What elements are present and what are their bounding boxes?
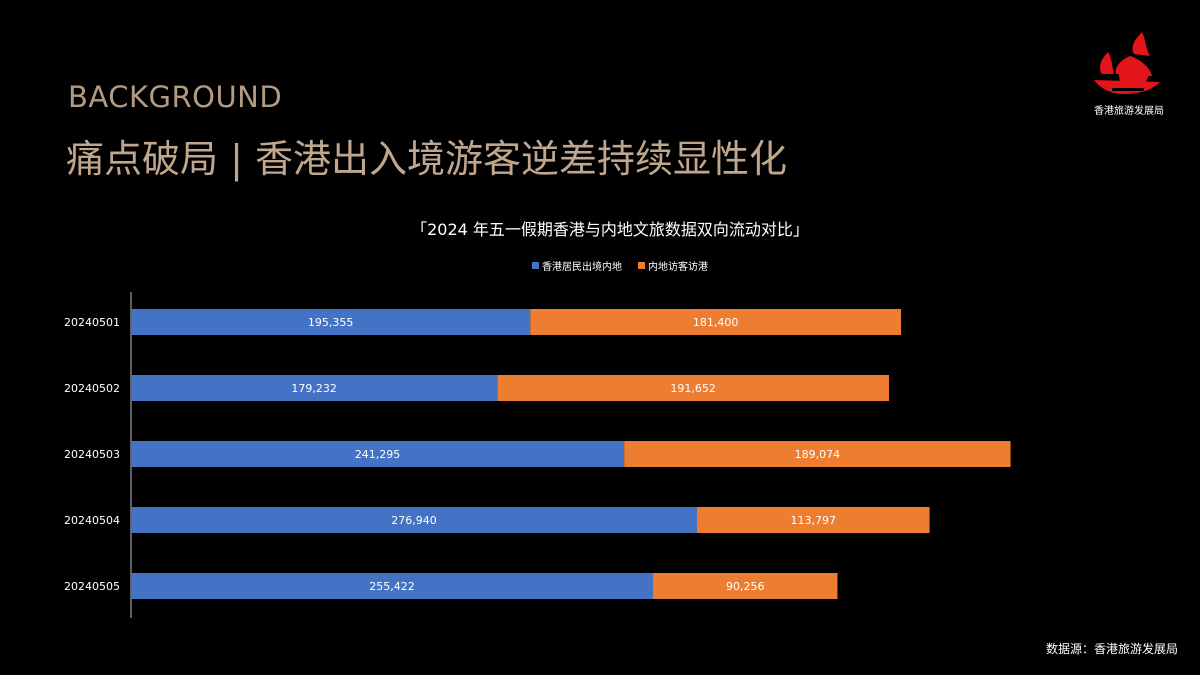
legend-label-series1: 香港居民出境内地 bbox=[542, 262, 622, 273]
data-label-series2: 181,400 bbox=[693, 316, 739, 329]
bar-segment-series2 bbox=[697, 507, 930, 533]
data-label-series1: 255,422 bbox=[369, 580, 415, 593]
bar-segment-series1 bbox=[131, 375, 498, 401]
legend-item-series2: 内地访客访港 bbox=[638, 258, 708, 273]
bar-segment-series1 bbox=[131, 573, 654, 599]
chart-legend: 香港居民出境内地 内地访客访港 bbox=[0, 258, 1200, 273]
legend-item-series1: 香港居民出境内地 bbox=[532, 258, 622, 273]
page-title: 痛点破局 | 香港出入境游客逆差持续显性化 bbox=[66, 137, 787, 181]
legend-swatch-series1 bbox=[532, 262, 539, 269]
data-label-series2: 189,074 bbox=[795, 448, 841, 461]
junk-boat-logo-icon bbox=[1094, 32, 1160, 94]
bar-segment-series2 bbox=[530, 309, 901, 335]
data-label-series1: 179,232 bbox=[291, 382, 337, 395]
bar-segment-series2 bbox=[653, 573, 838, 599]
data-label-series1: 276,940 bbox=[391, 514, 437, 527]
bar-segment-series2 bbox=[624, 441, 1011, 467]
y-tick-label: 20240501 bbox=[64, 316, 120, 329]
data-label-series1: 195,355 bbox=[308, 316, 354, 329]
y-tick-label: 20240502 bbox=[64, 382, 120, 395]
data-source-note: 数据源：香港旅游发展局 bbox=[1045, 642, 1178, 656]
data-label-series2: 90,256 bbox=[726, 580, 765, 593]
bar-segment-series1 bbox=[131, 441, 625, 467]
chart-title: 「2024 年五一假期香港与内地文旅数据双向流动对比」 bbox=[411, 220, 809, 239]
section-eyebrow: BACKGROUND bbox=[68, 80, 283, 114]
bar-segment-series1 bbox=[131, 507, 698, 533]
data-label-series2: 191,652 bbox=[670, 382, 716, 395]
brand-logo: 香港旅游发展局 bbox=[1076, 30, 1182, 120]
logo-text: 香港旅游发展局 bbox=[1094, 106, 1164, 117]
y-tick-label: 20240504 bbox=[64, 514, 120, 527]
data-label-series1: 241,295 bbox=[355, 448, 401, 461]
bar-segment-series2 bbox=[497, 375, 890, 401]
legend-label-series2: 内地访客访港 bbox=[648, 262, 708, 273]
bar-segment-series1 bbox=[131, 309, 531, 335]
y-tick-label: 20240505 bbox=[64, 580, 120, 593]
y-tick-label: 20240503 bbox=[64, 448, 120, 461]
legend-swatch-series2 bbox=[638, 262, 645, 269]
data-label-series2: 113,797 bbox=[791, 514, 837, 527]
